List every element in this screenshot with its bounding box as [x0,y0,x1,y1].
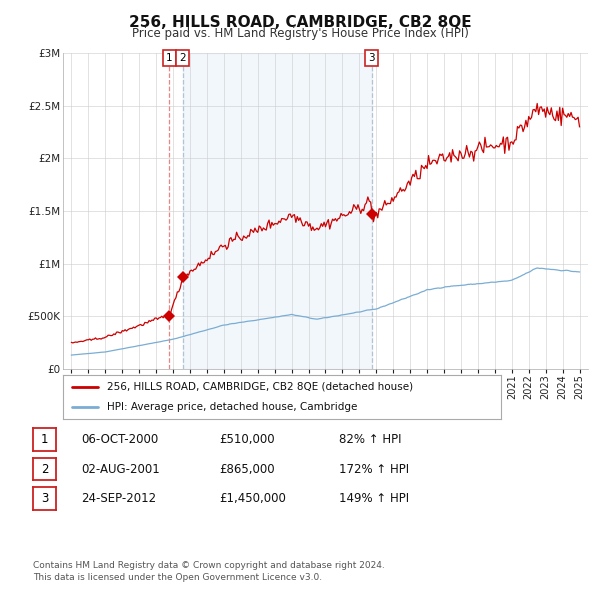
Text: £865,000: £865,000 [219,463,275,476]
Text: 06-OCT-2000: 06-OCT-2000 [81,433,158,446]
Text: Contains HM Land Registry data © Crown copyright and database right 2024.: Contains HM Land Registry data © Crown c… [33,560,385,570]
Text: 82% ↑ HPI: 82% ↑ HPI [339,433,401,446]
Text: 256, HILLS ROAD, CAMBRIDGE, CB2 8QE (detached house): 256, HILLS ROAD, CAMBRIDGE, CB2 8QE (det… [107,382,413,392]
Text: This data is licensed under the Open Government Licence v3.0.: This data is licensed under the Open Gov… [33,572,322,582]
Text: 172% ↑ HPI: 172% ↑ HPI [339,463,409,476]
Text: £1,450,000: £1,450,000 [219,492,286,505]
Text: £510,000: £510,000 [219,433,275,446]
Text: Price paid vs. HM Land Registry's House Price Index (HPI): Price paid vs. HM Land Registry's House … [131,27,469,40]
Bar [183,53,372,369]
Text: 256, HILLS ROAD, CAMBRIDGE, CB2 8QE: 256, HILLS ROAD, CAMBRIDGE, CB2 8QE [128,15,472,30]
Text: 149% ↑ HPI: 149% ↑ HPI [339,492,409,505]
Text: 3: 3 [41,492,48,505]
Text: HPI: Average price, detached house, Cambridge: HPI: Average price, detached house, Camb… [107,402,357,412]
Text: 3: 3 [368,53,375,63]
Text: 2: 2 [41,463,48,476]
Text: 2: 2 [179,53,186,63]
Text: 1: 1 [41,433,48,446]
Text: 24-SEP-2012: 24-SEP-2012 [81,492,156,505]
Text: 1: 1 [166,53,172,63]
Text: 02-AUG-2001: 02-AUG-2001 [81,463,160,476]
